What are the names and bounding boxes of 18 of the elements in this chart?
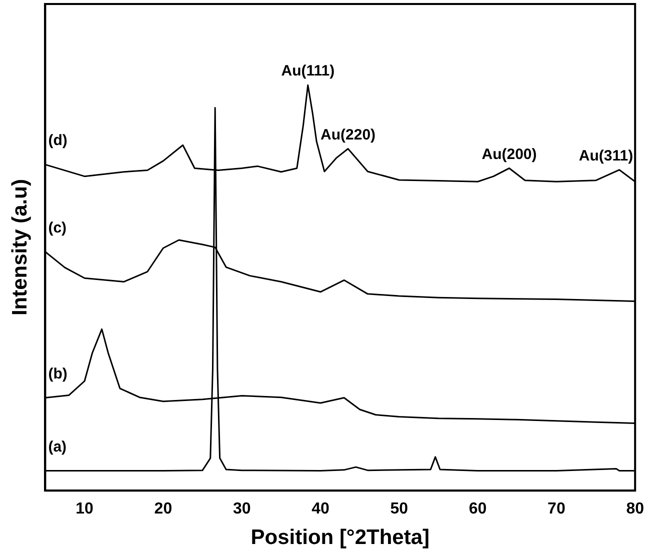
- series-label: (d): [48, 132, 68, 150]
- x-tick-label: 30: [232, 500, 251, 518]
- x-tick-label: 10: [76, 500, 94, 518]
- series-label: (b): [48, 365, 68, 382]
- x-tick-label: 80: [626, 500, 644, 518]
- y-axis-title: Intensity (a.u): [8, 179, 32, 316]
- x-tick-label: 60: [468, 500, 487, 518]
- series-label: (c): [48, 219, 67, 236]
- x-tick-label: 40: [312, 500, 330, 518]
- x-tick-label: 20: [154, 500, 172, 518]
- x-tick-label: 50: [390, 500, 408, 518]
- annotation: Au(200): [482, 146, 537, 163]
- annotation: Au(111): [281, 62, 335, 80]
- x-axis-title: Position [°2Theta]: [250, 526, 430, 550]
- annotation: Au(220): [320, 126, 376, 144]
- series-label: (a): [48, 438, 67, 456]
- x-tick-label: 70: [548, 500, 566, 518]
- annotation: Au(311): [578, 147, 634, 164]
